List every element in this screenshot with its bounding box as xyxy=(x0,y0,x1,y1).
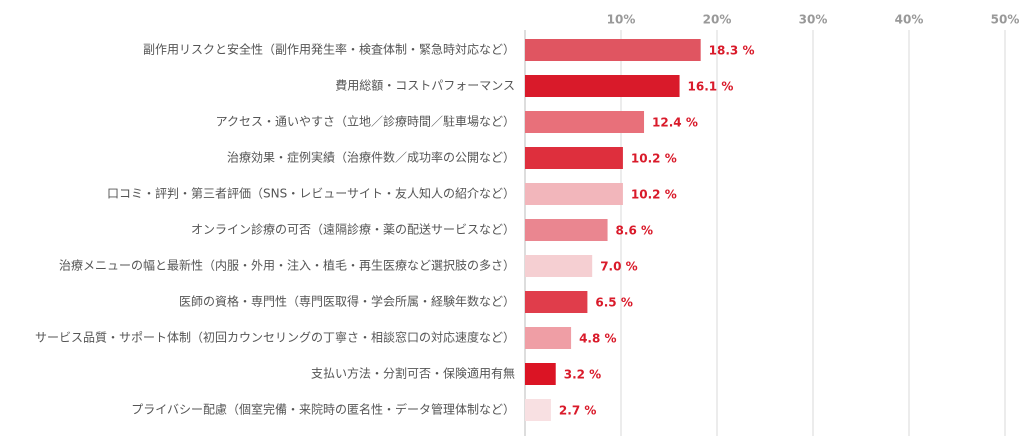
x-tick-label: 30% xyxy=(799,13,828,27)
value-label: 4.8 % xyxy=(579,332,616,346)
category-label: 支払い方法・分割可否・保険適用有無 xyxy=(311,366,515,381)
category-label: 副作用リスクと安全性（副作用発生率・検査体制・緊急時対応など） xyxy=(143,42,515,57)
category-label: サービス品質・サポート体制（初回カウンセリングの丁寧さ・相談窓口の対応速度など） xyxy=(35,330,515,345)
x-tick-label: 50% xyxy=(991,13,1020,27)
value-label: 12.4 % xyxy=(652,116,698,130)
category-label: オンライン診療の可否（遠隔診療・薬の配送サービスなど） xyxy=(191,222,515,237)
category-label: 治療メニューの幅と最新性（内服・外用・注入・植毛・再生医療など選択肢の多さ） xyxy=(59,258,515,273)
category-label: プライバシー配慮（個室完備・来院時の匿名性・データ管理体制など） xyxy=(131,402,515,417)
x-tick-label: 10% xyxy=(607,13,636,27)
value-label: 2.7 % xyxy=(559,404,596,418)
bar xyxy=(525,111,645,133)
value-label: 8.6 % xyxy=(616,224,653,238)
category-label: 口コミ・評判・第三者評価（SNS・レビューサイト・友人知人の紹介など） xyxy=(107,186,515,201)
bar xyxy=(525,183,623,205)
bar xyxy=(525,327,572,349)
value-label: 3.2 % xyxy=(564,368,601,382)
x-tick-label: 20% xyxy=(703,13,732,27)
category-label: 治療効果・症例実績（治療件数／成功率の公開など） xyxy=(227,150,515,165)
x-tick-label: 40% xyxy=(895,13,924,27)
value-label: 6.5 % xyxy=(595,296,632,310)
category-label: 費用総額・コストパフォーマンス xyxy=(335,78,515,93)
bar xyxy=(525,291,588,313)
bar xyxy=(525,219,608,241)
bar xyxy=(525,75,680,97)
bar xyxy=(525,147,623,169)
bar xyxy=(525,39,701,61)
category-label: 医師の資格・専門性（専門医取得・学会所属・経験年数など） xyxy=(179,294,515,309)
bar xyxy=(525,363,556,385)
value-label: 16.1 % xyxy=(688,80,734,94)
value-label: 10.2 % xyxy=(631,188,677,202)
bar xyxy=(525,399,551,421)
value-label: 7.0 % xyxy=(600,260,637,274)
value-label: 10.2 % xyxy=(631,152,677,166)
value-label: 18.3 % xyxy=(709,44,755,58)
category-label: アクセス・通いやすさ（立地／診療時間／駐車場など） xyxy=(216,114,515,129)
bar xyxy=(525,255,593,277)
